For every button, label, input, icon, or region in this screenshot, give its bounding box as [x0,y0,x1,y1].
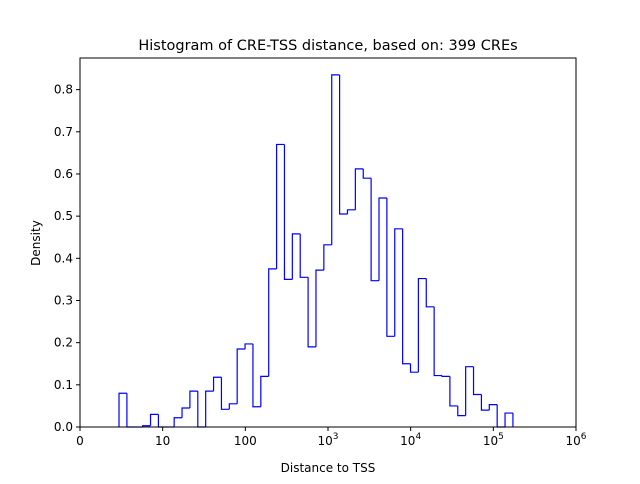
histogram-bin [252,343,261,408]
x-tick-base: 0 [76,434,84,448]
histogram-bin [378,197,387,281]
x-tick-exponent: 4 [415,432,421,442]
histogram-bin [236,348,246,404]
y-tick-label: 0.5 [54,209,73,223]
histogram-bin [331,74,340,245]
histogram-bin [488,404,498,411]
histogram-bin [354,168,364,210]
x-tick-base: 100 [234,434,257,448]
histogram-bin [480,394,490,411]
y-tick-label: 0.2 [54,336,73,350]
histogram-bin [433,306,443,377]
histogram-bin [212,376,222,392]
histogram-bin [472,366,482,396]
histogram-bin [323,244,332,271]
histogram-bin [409,363,419,373]
x-tick-label: 10 [155,434,170,448]
histogram-bin [417,277,427,373]
chart-title: Histogram of CRE-TSS distance, based on:… [138,38,517,54]
y-axis: 0.0 0.1 0.2 0.3 0.4 0.5 0.6 0.7 0.8 [54,83,80,434]
y-tick-label: 0.3 [54,293,73,307]
histogram-bin [386,198,395,337]
histogram-bins [118,74,514,428]
x-tick-exponent: 6 [581,432,587,442]
x-tick-exponent: 3 [333,432,339,442]
histogram-bin [126,393,135,428]
histogram-bin [394,228,403,337]
histogram-bin [315,269,324,347]
histogram-bin [465,366,474,416]
histogram-bin [362,168,372,179]
histogram-bin [504,412,513,427]
x-tick-exponent: 5 [498,432,504,442]
histogram-bin [346,209,356,215]
histogram-bin [291,233,301,280]
histogram-bin [307,277,316,348]
y-tick-label: 0.0 [54,420,73,434]
histogram-bin [260,375,269,407]
histogram-bin [205,390,214,427]
x-tick-label: 100 [234,434,257,448]
x-axis-label: Distance to TSS [281,461,376,475]
y-tick-label: 0.4 [54,251,73,265]
y-tick-label: 0.1 [54,378,73,392]
histogram-bin [496,404,506,428]
histogram-bin [228,403,238,410]
x-tick-label: 105 [483,432,504,448]
histogram-bin [425,278,435,308]
x-tick-label: 103 [317,432,338,448]
histogram-bin [441,375,450,377]
y-tick-label: 0.8 [54,83,73,97]
y-tick-label: 0.7 [54,125,73,139]
histogram-bin [299,233,309,278]
histogram-bin [197,391,206,428]
histogram-bin [449,376,458,407]
histogram-bin [339,74,348,215]
x-tick-label: 104 [400,432,421,448]
x-tick-base: 10 [155,434,170,448]
x-tick-label: 0 [76,434,84,448]
y-axis-label: Density [29,220,43,266]
histogram-bin [118,392,127,427]
histogram-bin [181,407,190,418]
y-tick-label: 0.6 [54,167,73,181]
x-tick-base: 10 [317,434,332,448]
x-tick-label: 106 [565,432,586,448]
histogram-bin [220,377,230,410]
x-tick-base: 10 [483,434,498,448]
x-tick-base: 10 [400,434,415,448]
histogram-bin [157,414,167,428]
histogram-bin [457,405,466,417]
histogram-bin [283,144,293,280]
axes-frame [79,57,577,428]
histogram-bin [149,413,159,426]
histogram-bin [173,417,183,427]
histogram-bin [189,390,198,409]
histogram-bin [244,343,253,349]
x-axis: 0 10 100 103 104 105 106 [76,427,587,448]
histogram-bin [402,228,411,365]
histogram-bin [370,178,379,282]
histogram-bin [268,268,277,377]
histogram-bin [275,143,285,269]
x-tick-base: 10 [565,434,580,448]
